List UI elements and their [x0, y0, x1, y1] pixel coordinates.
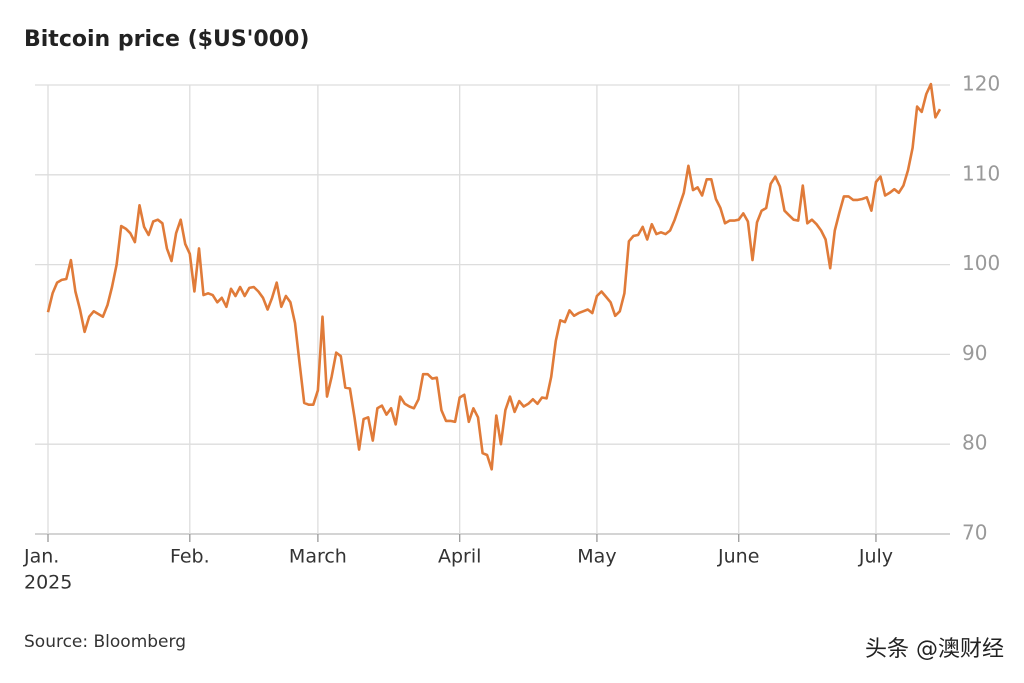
- x-tick-label: March: [289, 546, 347, 568]
- y-tick-label: 90: [962, 341, 987, 365]
- x-tick-label: July: [858, 546, 893, 568]
- x-tick-label: June: [717, 546, 759, 568]
- x-tick-label: May: [577, 546, 616, 568]
- price-line: [46, 82, 942, 471]
- y-tick-label: 110: [962, 161, 1000, 185]
- year-label: 2025: [24, 572, 72, 594]
- x-tick-label: April: [438, 546, 481, 568]
- y-tick-label: 70: [962, 521, 987, 545]
- y-tick-label: 80: [962, 431, 987, 455]
- y-tick-label: 100: [962, 251, 1000, 275]
- chart-title: Bitcoin price ($US'000): [24, 27, 309, 52]
- x-tick-label: Feb.: [170, 546, 210, 568]
- x-tick-label: Jan.: [23, 546, 59, 568]
- watermark: 头条 @澳财经: [865, 637, 1004, 662]
- y-tick-label: 120: [962, 72, 1000, 96]
- source: Source: Bloomberg: [24, 632, 186, 652]
